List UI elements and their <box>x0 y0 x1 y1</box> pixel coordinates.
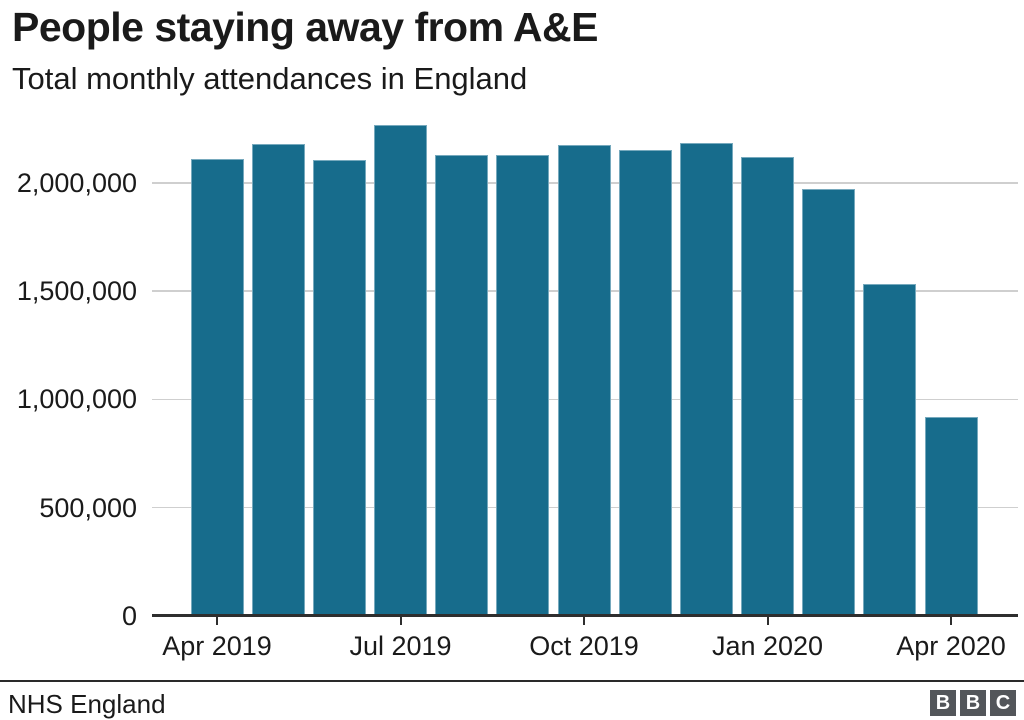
x-tick-label: Apr 2019 <box>162 631 272 661</box>
x-tick-mark <box>216 616 218 625</box>
bbc-logo-block: B <box>960 690 986 716</box>
x-tick-label: Jul 2019 <box>349 631 452 661</box>
bar-nov-2019 <box>618 150 672 616</box>
bar-dec-2019 <box>679 142 733 616</box>
bbc-logo: B B C <box>930 690 1016 716</box>
plot-area <box>152 118 1018 617</box>
bar-jul-2019 <box>374 124 427 616</box>
chart-subtitle: Total monthly attendances in England <box>12 61 528 96</box>
bar-aug-2019 <box>435 154 489 616</box>
x-tick-mark <box>399 616 402 625</box>
y-tick-label: 1,500,000 <box>16 276 137 307</box>
bar-apr-2020 <box>924 417 978 616</box>
bbc-logo-letter: B <box>935 692 951 714</box>
x-axis-line <box>152 614 1018 617</box>
bar-jun-2019 <box>312 160 366 616</box>
bar-sep-2019 <box>496 155 550 616</box>
x-tick-label: Oct 2019 <box>529 631 639 661</box>
source-label: NHS England <box>8 689 166 719</box>
y-tick-label: 0 <box>121 601 137 631</box>
x-tick-mark <box>766 616 769 625</box>
x-tick-label: Jan 2020 <box>711 631 824 661</box>
bbc-logo-letter: C <box>995 692 1011 714</box>
x-tick-mark <box>950 616 953 625</box>
bar-apr-2019 <box>190 159 244 616</box>
bar-oct-2019 <box>557 145 611 616</box>
footer-divider <box>0 680 1024 682</box>
bar-mar-2020 <box>863 283 917 616</box>
bar-feb-2020 <box>802 189 856 616</box>
bbc-logo-block: C <box>990 690 1016 716</box>
y-tick-label: 1,000,000 <box>16 384 137 415</box>
y-tick-label: 500,000 <box>39 492 137 523</box>
x-tick-mark <box>583 616 586 625</box>
bbc-logo-letter: B <box>965 692 981 714</box>
bbc-logo-block: B <box>930 690 956 716</box>
bar-may-2019 <box>251 144 305 616</box>
chart-title: People staying away from A&E <box>12 4 599 50</box>
x-tick-label: Apr 2020 <box>896 631 1006 661</box>
y-tick-label: 2,000,000 <box>16 167 137 198</box>
bar-jan-2020 <box>741 157 795 616</box>
